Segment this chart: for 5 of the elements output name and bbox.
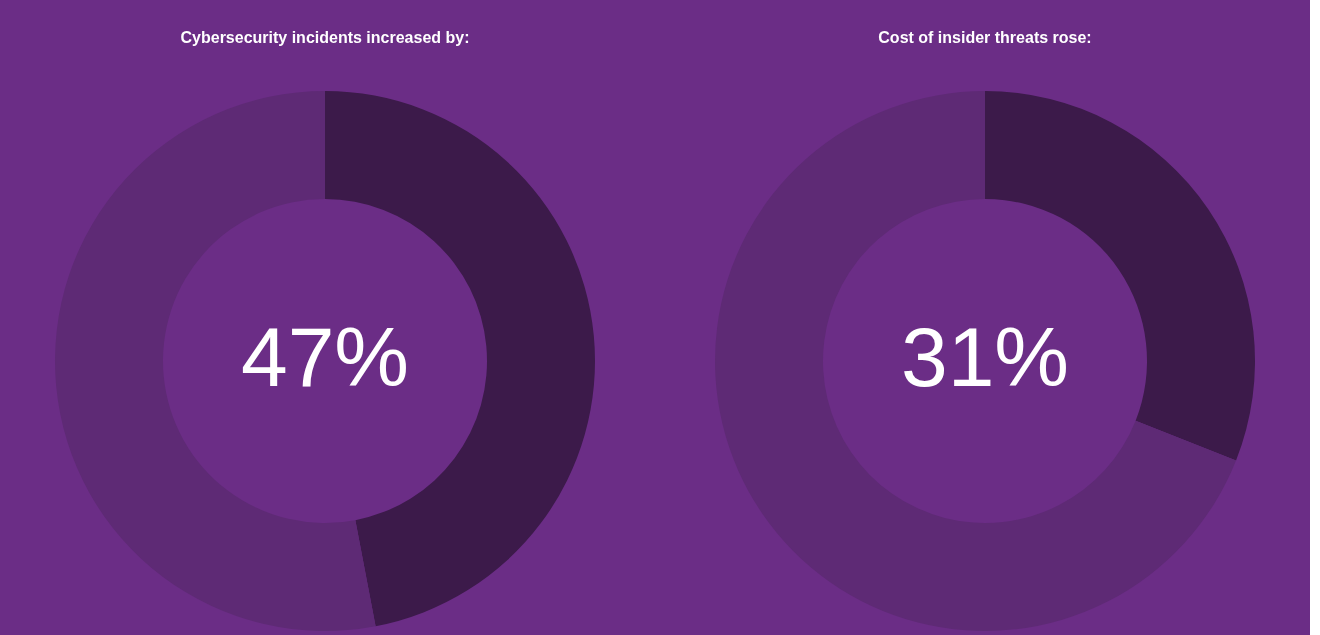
- chart-title: Cybersecurity incidents increased by:: [180, 29, 470, 46]
- data-label: 47%: [240, 310, 410, 404]
- donut-slice: [715, 91, 1237, 631]
- chart-title: Cost of insider threats rose:: [878, 29, 1092, 46]
- data-label: 31%: [900, 310, 1070, 404]
